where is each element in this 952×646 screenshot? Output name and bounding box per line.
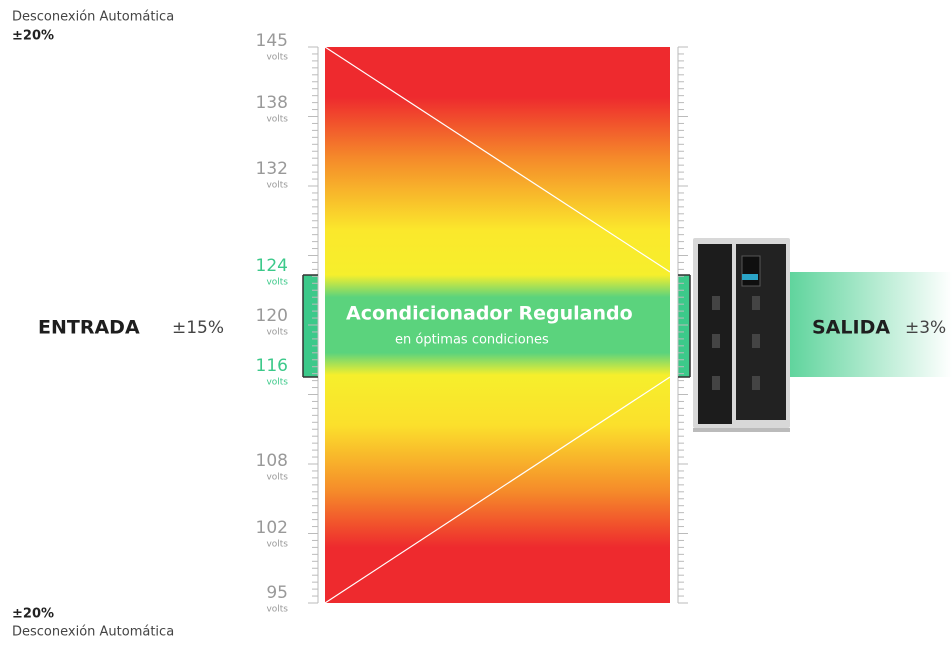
scale-value: 124 [256, 256, 288, 276]
scale-unit: volts [266, 540, 288, 550]
scale-unit: volts [266, 53, 288, 63]
input-tolerance: ±15% [172, 318, 224, 338]
bottom-range: ±20% [12, 607, 54, 622]
output-label: SALIDA [812, 317, 890, 339]
output-tolerance: ±3% [905, 318, 946, 338]
scale-value: 102 [256, 518, 288, 538]
scale-value: 132 [256, 159, 288, 179]
scale-value: 116 [256, 356, 288, 376]
scale-unit: volts [266, 278, 288, 288]
scale-unit: volts [266, 115, 288, 125]
diagonal [324, 46, 671, 273]
scale-value: 120 [256, 306, 288, 326]
scale-unit: volts [266, 181, 288, 191]
input-bracket [303, 275, 318, 377]
bracket-outline [302, 274, 691, 378]
scale-unit: volts [266, 473, 288, 483]
regulation-gradient [325, 47, 670, 603]
bottom-note: Desconexión Automática [12, 625, 174, 640]
cabinet [693, 238, 790, 432]
diagonal [324, 376, 671, 604]
top-note: Desconexión Automática [12, 10, 174, 25]
scale-value: 138 [256, 93, 288, 113]
rulers [308, 46, 688, 604]
scale-unit: volts [266, 605, 288, 615]
scale-value: 95 [266, 583, 288, 603]
scale-unit: volts [266, 378, 288, 388]
scale-value: 108 [256, 451, 288, 471]
center-title: Acondicionador Regulando [346, 303, 633, 325]
input-label: ENTRADA [38, 317, 140, 339]
output-band [785, 272, 952, 377]
scale-unit: volts [266, 328, 288, 338]
output-bracket [678, 275, 690, 377]
scale-value: 145 [256, 31, 288, 51]
center-subtitle: en óptimas condiciones [395, 333, 549, 348]
top-range: ±20% [12, 29, 54, 44]
